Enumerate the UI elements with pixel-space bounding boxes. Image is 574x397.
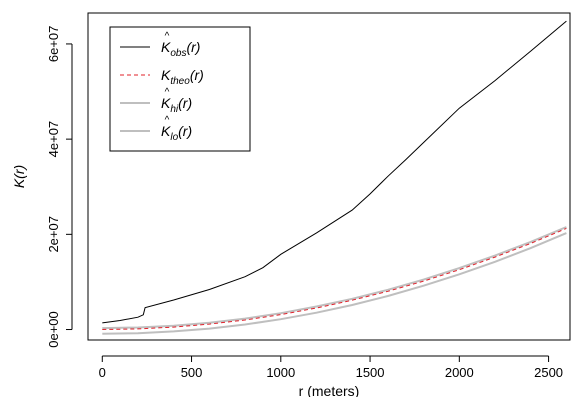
y-axis-title: K(r) [11, 165, 27, 188]
legend-label-hi: Khi(r) [161, 95, 192, 115]
legend-hat-lo: ^ [165, 115, 170, 126]
x-tick-label: 2500 [534, 365, 563, 380]
x-tick-label: 1000 [266, 365, 295, 380]
x-tick-label: 2000 [445, 365, 474, 380]
legend-label-lo: Klo(r) [161, 123, 192, 143]
x-axis-title: r (meters) [299, 383, 360, 397]
y-tick-label: 6e+07 [46, 26, 61, 63]
x-axis: 0 500 1000 1500 2000 2500 [99, 355, 563, 380]
series-line-hi [102, 226, 567, 330]
legend-hat-obs: ^ [165, 31, 170, 42]
y-tick-label: 2e+07 [46, 216, 61, 253]
series-line-obs [102, 20, 567, 324]
x-tick-label: 1500 [356, 365, 385, 380]
legend: ^Kobs(r)Ktheo(r)^Khi(r)^Klo(r) [109, 26, 251, 152]
legend-label-theo: Ktheo(r) [161, 67, 204, 87]
series-layer [102, 20, 567, 335]
x-tick-label: 0 [99, 365, 106, 380]
legend-label-obs: Kobs(r) [161, 39, 200, 59]
y-axis: 0e+00 2e+07 4e+07 6e+07 [46, 26, 73, 348]
y-tick-label: 4e+07 [46, 121, 61, 158]
legend-hat-hi: ^ [165, 87, 170, 98]
y-tick-label: 0e+00 [46, 311, 61, 348]
series-line-theo [102, 227, 567, 330]
series-line-lo [102, 232, 567, 335]
x-tick-label: 500 [181, 365, 203, 380]
plot-frame [87, 12, 571, 341]
